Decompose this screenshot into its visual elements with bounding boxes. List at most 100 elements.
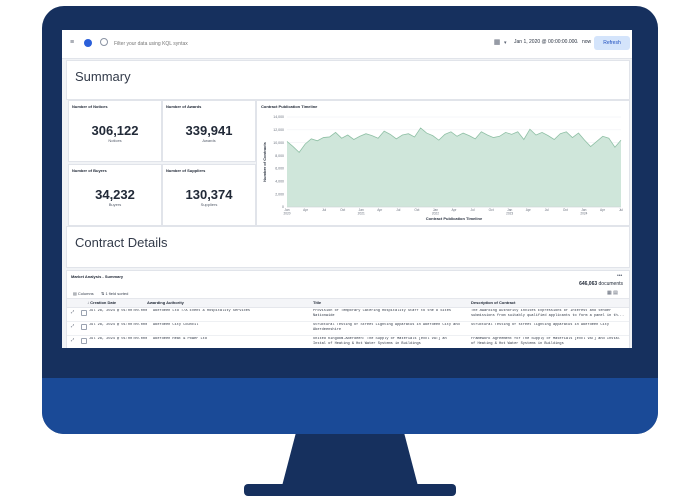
column-header-title[interactable]: Title (313, 300, 321, 305)
timeline-chart: 0 2,000 4,000 6,000 8,000 10,000 12,000 14,000 J… (262, 115, 623, 221)
x-tick-label: Jul (545, 208, 549, 212)
sort-label: 1 field sorted (105, 291, 129, 296)
x-tick-label: Jul (396, 208, 400, 212)
query-bar: ≡ ▦ ▾ Jan 1, 2020 @ 00:00:00.000 → now R… (62, 30, 632, 59)
x-tick-label: Oct (414, 208, 419, 212)
cell-description-line: submissions from suitably qualified appl… (471, 314, 625, 318)
metric-title: Number of Awards (166, 104, 202, 109)
x-tick-label: Oct (563, 208, 568, 212)
x-tick-label: Apr (303, 208, 309, 212)
column-header-label: Description of Contract (471, 300, 516, 305)
y-tick-label: 8,000 (275, 154, 284, 158)
metric-title: Number of Notices (72, 104, 108, 109)
metric-card-suppliers: Number of Suppliers 130,374 Suppliers (162, 164, 256, 226)
date-end[interactable]: now (582, 39, 592, 45)
monitor-stand-neck (282, 434, 418, 486)
x-tick-label: Oct (340, 208, 345, 212)
metric-subtitle: Notices (108, 138, 122, 143)
cell-description-line: Structural Testing of street lighting ap… (471, 323, 610, 327)
column-header-description[interactable]: Description of Contract (471, 300, 515, 305)
chart-title: Contract Publication Timeline (261, 104, 318, 109)
contract-details-panel: Contract Details (66, 226, 630, 268)
column-header-label: Title (313, 300, 322, 305)
cell-title: United Kingdom-Aberdeen: The Supply of M… (313, 337, 469, 347)
table-row[interactable]: ⤢ Jul 28, 2024 @ 01:00:00.000 Aberdeen L… (67, 308, 629, 322)
y-tick-label: 12,000 (273, 128, 284, 132)
x-tick-year-label: 2021 (358, 212, 365, 216)
sort-button[interactable]: ⇅ 1 field sorted (101, 291, 128, 296)
cell-title-line: Nationwide (313, 314, 335, 318)
sort-icon: ⇅ (101, 291, 106, 296)
chevron-down-icon[interactable]: ▾ (504, 40, 507, 46)
column-header-authority[interactable]: Awarding Authority (147, 300, 184, 305)
cell-description-line: Framework Agreement for The Supply of Ma… (471, 337, 620, 341)
expand-icon[interactable]: ⤢ (71, 309, 75, 314)
cell-title-line: Instal of Heating & Hot Water Systems in… (313, 342, 421, 346)
cell-date: Jul 28, 2024 @ 01:00:00.000 (89, 323, 148, 327)
row-checkbox[interactable] (81, 324, 87, 330)
x-tick-label: Oct (489, 208, 494, 212)
cell-description: Framework Agreement for The Supply of Ma… (471, 337, 627, 347)
y-tick-label: 4,000 (275, 179, 284, 183)
calendar-icon[interactable]: ▦ (493, 39, 501, 46)
cell-description-line: of Heating & Hot Water Systems in Buildi… (471, 342, 564, 346)
series-area (287, 127, 621, 207)
search-input[interactable] (112, 36, 476, 52)
columns-button[interactable]: ▤ Columns (73, 291, 94, 296)
cell-description-line: The Awarding Authority invites Expressio… (471, 309, 612, 313)
document-count-value: 646,063 (579, 281, 598, 287)
cell-authority: Aberdeen Ltd T/A Event & Hospitality Ser… (153, 309, 251, 313)
refresh-button[interactable]: Refresh (594, 36, 630, 50)
x-axis-title: Contract Publication Timeline (426, 216, 483, 221)
x-tick-label: Apr (526, 208, 532, 212)
metric-subtitle: Awards (202, 138, 216, 143)
x-tick-label: Jan (284, 208, 289, 212)
table-row[interactable]: ⤢ Jul 28, 2024 @ 01:00:00.000 Aberdeen H… (67, 336, 629, 348)
market-analysis-table: Market Analysis - Summary ••• 646,063 do… (66, 270, 630, 348)
x-tick-label: Jul (322, 208, 326, 212)
cell-description: Structural Testing of street lighting ap… (471, 323, 627, 328)
cell-title-line: United Kingdom-Aberdeen: The Supply of M… (313, 337, 447, 341)
display-options-icon[interactable]: ▦ ▤ (607, 290, 618, 296)
row-checkbox[interactable] (81, 338, 87, 344)
x-tick-label: Jan (507, 208, 512, 212)
ellipsis-icon[interactable]: ••• (617, 273, 623, 279)
hamburger-icon[interactable]: ≡ (70, 39, 75, 46)
cell-date: Jul 28, 2024 @ 01:00:00.000 (89, 337, 148, 341)
expand-icon[interactable]: ⤢ (71, 337, 75, 342)
cell-title-line: Provision of Temporary Catering Hospital… (313, 309, 452, 313)
y-tick-label: 6,000 (275, 167, 284, 171)
y-tick-label: 14,000 (273, 115, 284, 119)
metric-title: Number of Suppliers (166, 168, 206, 173)
table-header: ↓ Creation Date Awarding Authority Title… (67, 298, 629, 308)
column-header-label: Creation Date (90, 300, 117, 305)
monitor-chin (42, 378, 658, 434)
row-checkbox[interactable] (81, 310, 87, 316)
metric-value: 339,941 (185, 123, 233, 138)
table-row[interactable]: ⤢ Jul 28, 2024 @ 01:00:00.000 Aberdeen C… (67, 322, 629, 336)
y-tick-label: 0 (282, 205, 284, 209)
x-tick-year-label: 2024 (580, 212, 587, 216)
metric-value: 130,374 (185, 187, 233, 202)
x-tick-year-label: 2022 (432, 212, 439, 216)
expand-icon[interactable]: ⤢ (71, 323, 75, 328)
cell-date: Jul 28, 2024 @ 01:00:00.000 (89, 309, 148, 313)
metric-value: 34,232 (95, 187, 135, 202)
cell-description: The Awarding Authority invites Expressio… (471, 309, 627, 319)
saved-query-icon[interactable] (84, 39, 92, 47)
column-header-creation-date[interactable]: ↓ Creation Date (87, 300, 116, 305)
metric-subtitle: Buyers (108, 202, 122, 207)
x-tick-label: Jan (581, 208, 586, 212)
sort-asc-icon: ↓ (87, 300, 91, 305)
x-tick-label: Apr (600, 208, 606, 212)
metric-card-buyers: Number of Buyers 34,232 Buyers (68, 164, 162, 226)
y-tick-label: 2,000 (275, 192, 284, 196)
metric-subtitle: Suppliers (200, 202, 218, 207)
date-start[interactable]: Jan 1, 2020 @ 00:00:00.000 (514, 39, 578, 45)
arrow-right-icon: → (574, 39, 579, 45)
y-tick-label: 10,000 (273, 141, 284, 145)
columns-label: Columns (77, 291, 94, 296)
metric-title: Number of Buyers (72, 168, 107, 173)
search-icon (100, 38, 108, 46)
